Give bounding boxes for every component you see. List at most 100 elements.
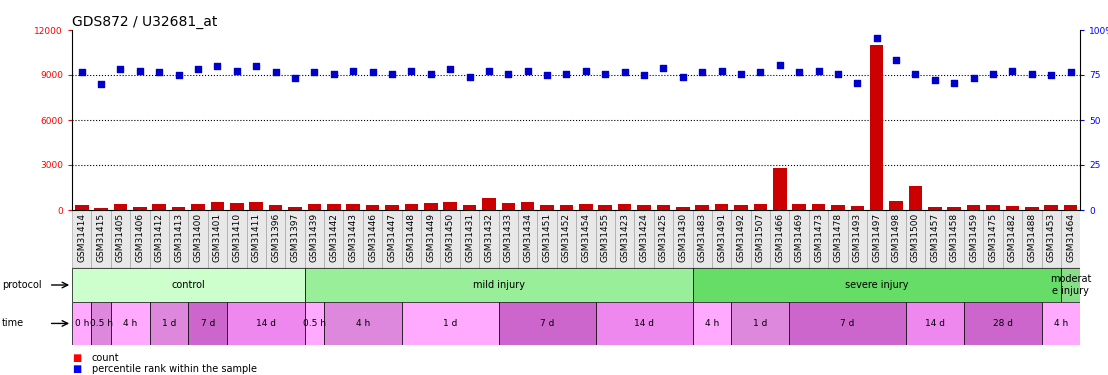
Text: 0 h: 0 h bbox=[74, 319, 89, 328]
Point bbox=[1061, 69, 1079, 75]
Bar bbox=[402, 302, 499, 345]
Bar bbox=[906, 210, 925, 268]
Bar bbox=[249, 202, 263, 210]
Point bbox=[674, 74, 691, 80]
Bar bbox=[1042, 302, 1080, 345]
Point bbox=[712, 68, 730, 74]
Bar bbox=[443, 202, 456, 210]
Bar bbox=[347, 204, 360, 210]
Text: GSM31473: GSM31473 bbox=[814, 213, 823, 262]
Point bbox=[751, 69, 769, 75]
Text: GSM31452: GSM31452 bbox=[562, 213, 571, 262]
Bar bbox=[308, 204, 321, 210]
Point bbox=[345, 68, 362, 74]
Bar bbox=[343, 210, 363, 268]
Bar bbox=[402, 210, 421, 268]
Bar bbox=[72, 268, 305, 302]
Bar bbox=[1025, 207, 1038, 210]
Point bbox=[926, 76, 944, 82]
Point bbox=[868, 34, 885, 40]
Bar bbox=[579, 204, 593, 210]
Point bbox=[500, 70, 517, 76]
Bar bbox=[770, 210, 790, 268]
Text: GSM31454: GSM31454 bbox=[582, 213, 591, 262]
Bar bbox=[227, 210, 247, 268]
Bar bbox=[773, 168, 787, 210]
Bar bbox=[1061, 268, 1080, 302]
Bar bbox=[482, 198, 495, 210]
Text: GSM31447: GSM31447 bbox=[388, 213, 397, 262]
Bar bbox=[812, 204, 825, 210]
Text: 0.5 h: 0.5 h bbox=[302, 319, 326, 328]
Point bbox=[208, 63, 226, 69]
Bar bbox=[150, 210, 170, 268]
Bar bbox=[1023, 210, 1042, 268]
Bar bbox=[735, 206, 748, 210]
Point bbox=[1043, 72, 1060, 78]
Text: GSM31492: GSM31492 bbox=[737, 213, 746, 262]
Point bbox=[694, 69, 711, 75]
Text: GSM31450: GSM31450 bbox=[445, 213, 454, 262]
Point bbox=[655, 64, 673, 70]
Text: percentile rank within the sample: percentile rank within the sample bbox=[92, 364, 257, 374]
Point bbox=[596, 70, 614, 76]
Bar bbox=[753, 204, 767, 210]
Point bbox=[461, 74, 479, 80]
Bar bbox=[305, 268, 692, 302]
Bar bbox=[305, 210, 325, 268]
Point bbox=[771, 62, 789, 68]
Text: GSM31464: GSM31464 bbox=[1066, 213, 1075, 262]
Point bbox=[363, 69, 381, 75]
Bar bbox=[363, 210, 382, 268]
Text: GSM31406: GSM31406 bbox=[135, 213, 144, 262]
Text: GSM31488: GSM31488 bbox=[1027, 213, 1036, 262]
Text: GSM31396: GSM31396 bbox=[271, 213, 280, 262]
Bar bbox=[91, 302, 111, 345]
Text: GSM31442: GSM31442 bbox=[329, 213, 338, 262]
Bar bbox=[692, 210, 712, 268]
Text: GSM31497: GSM31497 bbox=[872, 213, 881, 262]
Text: ■: ■ bbox=[72, 353, 81, 363]
Point bbox=[984, 70, 1002, 76]
Bar bbox=[615, 210, 635, 268]
Point bbox=[635, 72, 653, 78]
Bar bbox=[848, 210, 868, 268]
Text: GSM31478: GSM31478 bbox=[833, 213, 842, 262]
Text: 7 d: 7 d bbox=[201, 319, 215, 328]
Text: GSM31401: GSM31401 bbox=[213, 213, 222, 262]
Bar bbox=[576, 210, 596, 268]
Bar bbox=[909, 186, 922, 210]
Text: 28 d: 28 d bbox=[993, 319, 1013, 328]
Bar bbox=[870, 45, 883, 210]
Text: ■: ■ bbox=[72, 364, 81, 374]
Bar bbox=[731, 210, 751, 268]
Bar bbox=[499, 302, 596, 345]
Bar bbox=[150, 302, 188, 345]
Text: GSM31434: GSM31434 bbox=[523, 213, 532, 262]
Bar bbox=[247, 210, 266, 268]
Bar bbox=[463, 206, 476, 210]
Bar bbox=[421, 210, 441, 268]
Bar bbox=[499, 210, 519, 268]
Text: GSM31397: GSM31397 bbox=[290, 213, 299, 262]
Text: GSM31414: GSM31414 bbox=[78, 213, 86, 262]
Text: 4 h: 4 h bbox=[1054, 319, 1068, 328]
Bar bbox=[984, 210, 1003, 268]
Text: GSM31412: GSM31412 bbox=[155, 213, 164, 262]
Point bbox=[92, 81, 110, 87]
Text: GSM31491: GSM31491 bbox=[717, 213, 726, 262]
Point bbox=[906, 70, 924, 76]
Bar bbox=[521, 202, 534, 210]
Bar bbox=[560, 205, 573, 210]
Bar bbox=[192, 204, 205, 210]
Bar bbox=[906, 302, 964, 345]
Point bbox=[441, 66, 459, 72]
Bar bbox=[809, 210, 829, 268]
Point bbox=[790, 69, 808, 75]
Text: GSM31500: GSM31500 bbox=[911, 213, 920, 262]
Text: 7 d: 7 d bbox=[841, 319, 854, 328]
Text: 14 d: 14 d bbox=[925, 319, 945, 328]
Text: GSM31449: GSM31449 bbox=[427, 213, 435, 262]
Text: GSM31400: GSM31400 bbox=[194, 213, 203, 262]
Point bbox=[228, 68, 246, 74]
